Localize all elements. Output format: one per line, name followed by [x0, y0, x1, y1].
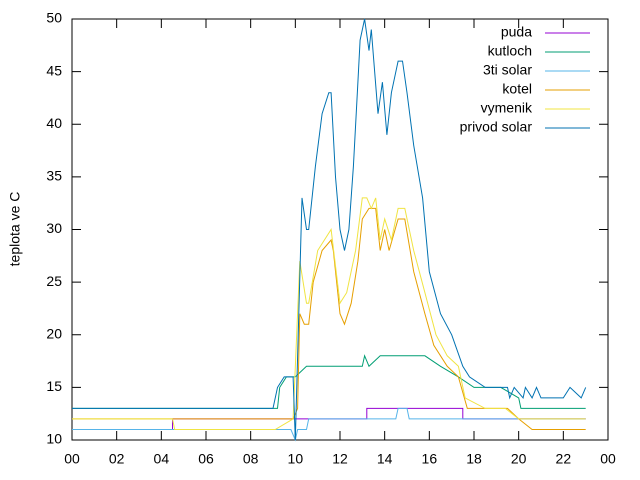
x-tick-label: 12: [332, 451, 348, 467]
y-tick-label: 25: [46, 273, 62, 289]
plot-border: [71, 18, 609, 441]
series-line: [72, 18, 587, 441]
y-tick-label: 45: [46, 62, 62, 78]
legend-label: 3ti solar: [483, 62, 532, 78]
x-tick-label: 22: [556, 451, 572, 467]
series-line: [72, 354, 586, 409]
legend-label: kotel: [502, 81, 532, 97]
legend-label: vymenik: [481, 100, 533, 116]
x-tick-label: 00: [64, 451, 80, 467]
x-tick-label: 20: [511, 451, 527, 467]
y-tick-label: 15: [46, 378, 62, 394]
x-tick-label: 00: [600, 451, 616, 467]
y-tick-label: 20: [46, 325, 62, 341]
y-tick-label: 40: [46, 115, 62, 131]
x-tick-label: 18: [466, 451, 482, 467]
series-line: [72, 207, 586, 430]
y-axis-label: teplota ve C: [7, 192, 23, 267]
series-line: [72, 407, 586, 442]
x-tick-label: 06: [198, 451, 214, 467]
legend-label: privod solar: [460, 119, 533, 135]
x-tick-label: 08: [243, 451, 259, 467]
x-tick-label: 16: [422, 451, 438, 467]
x-tick-label: 10: [288, 451, 304, 467]
x-tick-label: 04: [154, 451, 170, 467]
series-line: [72, 407, 586, 430]
y-tick-label: 50: [46, 10, 62, 26]
legend-label: puda: [501, 24, 532, 40]
y-tick-label: 10: [46, 431, 62, 447]
legend-label: kutloch: [488, 43, 532, 59]
y-tick-label: 35: [46, 168, 62, 184]
x-tick-label: 14: [377, 451, 393, 467]
x-tick-label: 02: [109, 451, 125, 467]
y-tick-label: 30: [46, 220, 62, 236]
series-line: [72, 197, 586, 430]
